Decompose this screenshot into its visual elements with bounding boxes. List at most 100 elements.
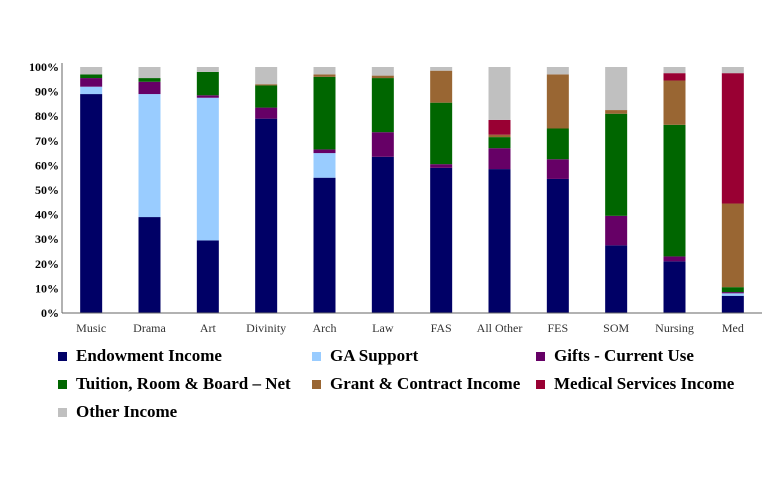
x-axis-ticks: Music Drama Art Divinity Arch Law FAS All Other… [76,321,744,335]
legend-item: Endowment Income [58,346,222,366]
y-tick-label: 90% [35,85,59,99]
bar-segment [488,119,511,135]
x-tick-label: Music [76,321,106,335]
bar-segment [721,295,744,313]
bar-segment [313,149,336,154]
bar-segment [371,132,394,157]
bar-segment [371,67,394,76]
y-tick-label: 100% [29,60,59,74]
bar-segment [255,67,278,85]
bar-segment [196,71,219,96]
x-tick-label: Drama [133,321,166,335]
bar-segment [138,78,161,82]
bar-segment [313,74,336,77]
bar-segment [371,78,394,133]
bar-segment [605,67,628,111]
bar-segment [488,137,511,149]
bar-segment [313,76,336,150]
bar-segment [546,128,569,160]
legend-item: Tuition, Room & Board – Net [58,374,291,394]
bar-segment [605,110,628,114]
bar-segment [196,67,219,72]
bar-segment [255,118,278,313]
legend-swatch [312,379,321,389]
x-tick-label: FES [547,321,568,335]
bar-segment [255,84,278,86]
legend-swatch [58,407,67,417]
bar-segment [313,67,336,75]
bar-segment [138,81,161,95]
y-tick-label: 60% [35,158,59,172]
x-tick-label: All Other [477,321,523,335]
bar-segment [138,217,161,313]
bar-segment [546,159,569,179]
bar-segment [255,107,278,119]
bar-segment [196,240,219,313]
bar-segment [313,177,336,313]
bar-segment [663,73,686,81]
bar-segment [663,261,686,313]
legend-label: Grant & Contract Income [330,374,521,393]
y-tick-label: 0% [41,306,59,320]
bar-segment [546,67,569,75]
bar-segment [313,153,336,178]
bar-segment [488,134,511,138]
bar-segment [605,245,628,313]
legend-item: Other Income [58,402,177,422]
legend-label: GA Support [330,346,419,365]
bar-segment [371,156,394,313]
x-tick-label: Nursing [655,321,694,335]
bar-segment [80,67,103,75]
bar-segment [663,67,686,74]
legend-label: Gifts - Current Use [554,346,694,365]
bar-segment [80,74,103,79]
bar-segment [430,167,453,313]
bar-segment [138,94,161,218]
y-tick-label: 50% [35,183,59,197]
bar-segment [488,148,511,170]
bar-segment [196,97,219,241]
bar-segment [721,203,744,288]
bar-segment [80,86,103,95]
bar-segment [430,164,453,168]
bar-segment [721,292,744,294]
bar-segment [721,293,744,296]
legend-swatch [536,379,545,389]
bar-segment [488,169,511,313]
bar-segment [663,80,686,125]
bar-segment [138,67,161,79]
legend-label: Endowment Income [76,346,222,365]
bar-segment [721,73,744,204]
bar-segment [371,75,394,79]
bar-segment [430,102,453,165]
bar-segment [605,113,628,216]
y-tick-label: 10% [35,281,59,295]
y-axis-ticks: 0% 10% 20% 30% 40% 50% 60% 70% 80% 90% 100% [29,60,59,320]
bar-segment [663,124,686,257]
y-tick-label: 20% [35,257,59,271]
legend-item: GA Support [312,346,418,366]
bar-segment [546,178,569,313]
legend-swatch [58,351,67,361]
legend-item: Grant & Contract Income [312,374,520,394]
legend-swatch [312,351,321,361]
stacked-bar-chart: 0% 10% 20% 30% 40% 50% 60% 70% 80% 90% 100% Music D… [29,60,762,335]
bar-segment [80,78,103,87]
y-tick-label: 70% [35,134,59,148]
bar-segment [721,67,744,74]
bar-segment [605,215,628,246]
legend-item: Medical Services Income [536,374,734,394]
bars [80,67,744,313]
bar-segment [721,287,744,293]
legend-swatch [536,351,545,361]
bar-segment [430,70,453,103]
legend-label: Other Income [76,402,178,421]
legend-swatch [58,379,67,389]
bar-segment [430,67,453,71]
x-tick-label: Med [722,321,744,335]
bar-segment [80,94,103,313]
x-tick-label: Law [372,321,394,335]
x-tick-label: Art [200,321,217,335]
bar-segment [546,74,569,129]
y-tick-label: 40% [35,208,59,222]
